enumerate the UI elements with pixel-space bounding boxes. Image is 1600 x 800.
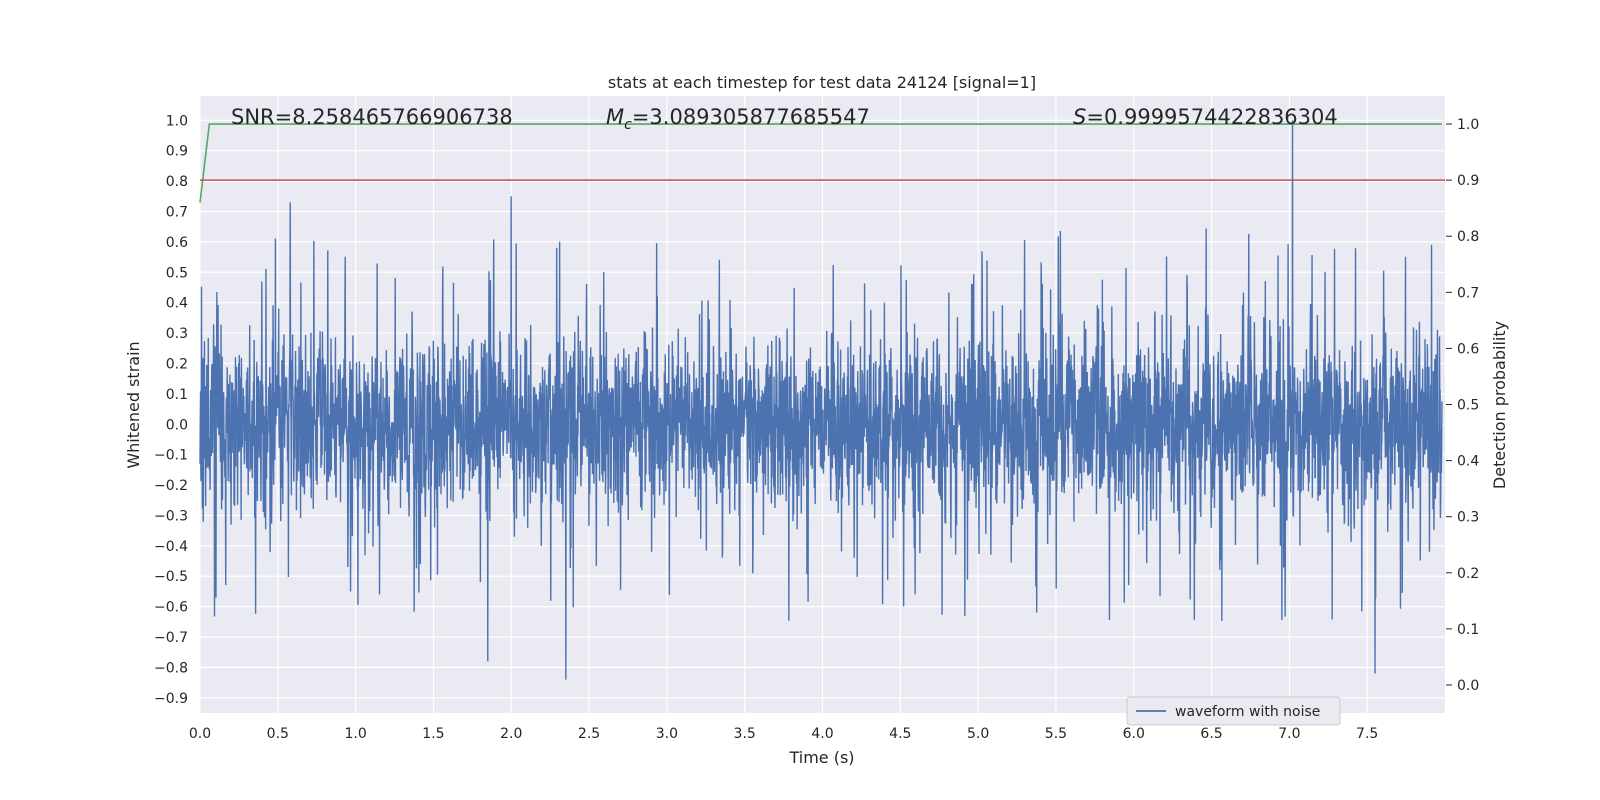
annotation-s: S=0.9999574422836304 (1073, 105, 1338, 129)
y2-axis-label: Detection probability (1490, 321, 1509, 489)
x-axis-label: Time (s) (788, 748, 854, 767)
y-tick-label: −0.3 (154, 508, 188, 524)
x-tick-label: 0.5 (267, 726, 289, 742)
y-tick-label: −0.6 (154, 600, 188, 616)
x-tick-label: 2.5 (578, 726, 600, 742)
x-tick-label: 1.5 (422, 726, 444, 742)
y2-tick-label: 0.8 (1457, 229, 1479, 245)
y-tick-label: 0.9 (166, 144, 188, 160)
x-tick-label: 6.0 (1123, 726, 1145, 742)
y-tick-label: 0.1 (166, 387, 188, 403)
y-axis-label: Whitened strain (124, 341, 143, 468)
y-tick-label: 0.4 (166, 296, 188, 312)
y-tick-label: −0.7 (154, 630, 188, 646)
x-tick-label: 3.0 (656, 726, 678, 742)
series-lines (199, 123, 1445, 203)
detection-probability-line (199, 123, 1442, 203)
x-tick-label: 2.0 (500, 726, 522, 742)
y-tick-label: −0.4 (154, 539, 188, 555)
y-tick-labels: −0.9 −0.8 −0.7 −0.6 −0.5 −0.4 −0.3 −0.2 −0.1 0.0 0… (154, 113, 188, 706)
chart-title: stats at each timestep for test data 241… (608, 73, 1036, 92)
y2-tick-label: 0.6 (1457, 341, 1479, 357)
y-tick-label: −0.9 (154, 691, 188, 707)
y-tick-label: 0.2 (166, 356, 188, 372)
x-tick-label: 7.0 (1278, 726, 1300, 742)
annotation-snr: SNR=8.258465766906738 (231, 105, 513, 129)
y2-tick-label: 0.2 (1457, 566, 1479, 582)
y2-tick-label: 1.0 (1457, 117, 1479, 133)
x-tick-label: 7.5 (1356, 726, 1378, 742)
y2-tick-label: 0.4 (1457, 454, 1479, 470)
y-tick-label: −0.8 (154, 660, 188, 676)
y2-tick-label: 0.0 (1457, 678, 1479, 694)
y2-tick-label: 0.5 (1457, 398, 1479, 414)
y-tick-label: 0.7 (166, 204, 188, 220)
y-tick-label: −0.5 (154, 569, 188, 585)
y-tick-label: 0.0 (166, 417, 188, 433)
annotation-mc-symbol: M (606, 105, 624, 129)
x-tick-label: 6.5 (1200, 726, 1222, 742)
x-tick-label: 0.0 (189, 726, 211, 742)
annotation-mc-subscript: c (624, 117, 632, 133)
y2-tick-label: 0.7 (1457, 285, 1479, 301)
waveform-line (199, 120, 1443, 680)
y2-tick-label: 0.1 (1457, 622, 1479, 638)
legend-box (1126, 696, 1341, 726)
y-tick-label: 0.6 (166, 235, 188, 251)
y-tick-label: 0.3 (166, 326, 188, 342)
y2-tick-label: 0.3 (1457, 510, 1479, 526)
annotation-s-value: =0.9999574422836304 (1086, 105, 1337, 129)
x-tick-label: 4.5 (889, 726, 911, 742)
x-tick-label: 4.0 (811, 726, 833, 742)
y2-tick-labels: 0.0 0.1 0.2 0.3 0.4 0.5 0.6 0.7 0.8 0.9 1.0 (1446, 117, 1479, 694)
y-tick-label: 1.0 (166, 113, 188, 129)
annotation-mc-value: =3.089305877685547 (632, 105, 870, 129)
legend-label: waveform with noise (1175, 704, 1320, 720)
x-tick-label: 5.0 (967, 726, 989, 742)
y-tick-label: 0.8 (166, 174, 188, 190)
y2-tick-label: 0.9 (1457, 173, 1479, 189)
x-tick-labels: 0.0 0.5 1.0 1.5 2.0 2.5 3.0 3.5 4.0 4.5 5.0 5.5 6.0 6… (189, 726, 1378, 742)
annotation-s-symbol: S (1073, 105, 1086, 129)
y-tick-label: −0.1 (154, 448, 188, 464)
annotation-mc: Mc=3.089305877685547 (606, 105, 870, 133)
series-waveform-with-noise (199, 120, 1443, 680)
y-tick-label: −0.2 (154, 478, 188, 494)
y-tick-label: 0.5 (166, 265, 188, 281)
x-tick-label: 5.5 (1045, 726, 1067, 742)
x-tick-label: 3.5 (734, 726, 756, 742)
x-tick-label: 1.0 (344, 726, 366, 742)
legend: waveform with noise (1126, 696, 1341, 726)
